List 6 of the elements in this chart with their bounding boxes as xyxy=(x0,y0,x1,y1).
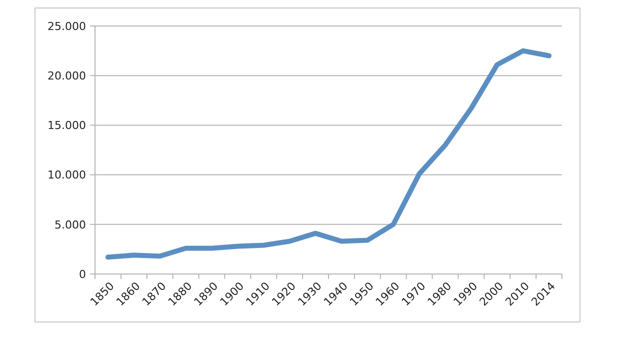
y-tick-label: 20.000 xyxy=(48,69,86,82)
y-tick-label: 25.000 xyxy=(48,20,86,33)
y-tick-label: 10.000 xyxy=(48,168,86,182)
y-tick-label: 5.000 xyxy=(54,218,86,232)
y-tick-label: 15.000 xyxy=(48,119,86,132)
y-tick-label: 0 xyxy=(79,268,86,281)
